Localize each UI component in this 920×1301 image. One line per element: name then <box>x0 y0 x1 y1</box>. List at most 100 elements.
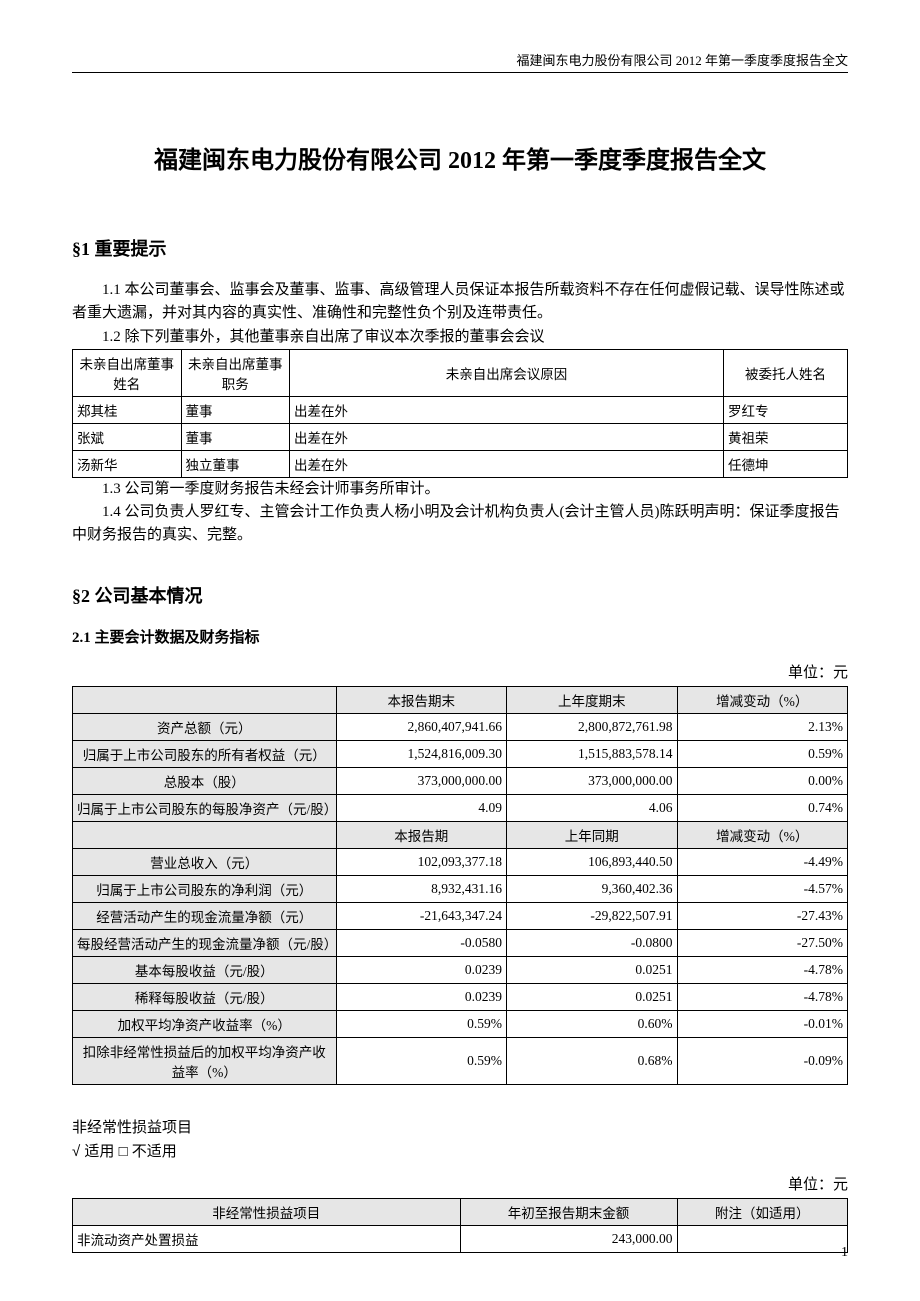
cell-item: 非流动资产处置损益 <box>73 1226 461 1253</box>
cell-value: -0.09% <box>677 1037 848 1084</box>
row-label: 归属于上市公司股东的每股净资产（元/股） <box>73 794 337 821</box>
cell-value: 0.0239 <box>336 956 507 983</box>
cell-value: -0.01% <box>677 1010 848 1037</box>
financial-indicators-table: 本报告期末 上年度期末 增减变动（%） 资产总额（元） 2,860,407,94… <box>72 686 848 1085</box>
non-recurring-title: 非经常性损益项目 <box>72 1117 848 1140</box>
col-note: 附注（如适用） <box>677 1199 848 1226</box>
col-last-year-end: 上年度期末 <box>507 686 678 713</box>
unit-label: 单位：元 <box>72 661 848 682</box>
col-trustee-name: 被委托人姓名 <box>724 349 848 396</box>
cell-trustee: 任德坤 <box>724 450 848 477</box>
row-label: 扣除非经常性损益后的加权平均净资产收益率（%） <box>73 1037 337 1084</box>
row-label: 总股本（股） <box>73 767 337 794</box>
cell-value: 0.68% <box>507 1037 678 1084</box>
cell-value: 2,860,407,941.66 <box>336 713 507 740</box>
row-label: 归属于上市公司股东的净利润（元） <box>73 875 337 902</box>
cell-value: 9,360,402.36 <box>507 875 678 902</box>
table-row: 张斌 董事 出差在外 黄祖荣 <box>73 423 848 450</box>
col-change-pct: 增减变动（%） <box>677 686 848 713</box>
col-this-period: 本报告期 <box>336 821 507 848</box>
cell-value: -4.49% <box>677 848 848 875</box>
directors-absent-table: 未亲自出席董事姓名 未亲自出席董事职务 未亲自出席会议原因 被委托人姓名 郑其桂… <box>72 349 848 478</box>
cell-value: 0.0251 <box>507 983 678 1010</box>
cell-value: -4.78% <box>677 956 848 983</box>
table-row: 经营活动产生的现金流量净额（元） -21,643,347.24 -29,822,… <box>73 902 848 929</box>
cell-role: 董事 <box>181 396 290 423</box>
cell-reason: 出差在外 <box>290 396 724 423</box>
row-label: 稀释每股收益（元/股） <box>73 983 337 1010</box>
cell-value: 1,524,816,009.30 <box>336 740 507 767</box>
table-header-row: 本报告期 上年同期 增减变动（%） <box>73 821 848 848</box>
row-label: 资产总额（元） <box>73 713 337 740</box>
cell-role: 董事 <box>181 423 290 450</box>
cell-value: 4.06 <box>507 794 678 821</box>
section-2-1-heading: 2.1 主要会计数据及财务指标 <box>72 626 848 647</box>
cell-value: 1,515,883,578.14 <box>507 740 678 767</box>
cell-value: 0.59% <box>677 740 848 767</box>
document-page: 福建闽东电力股份有限公司 2012 年第一季度季度报告全文 福建闽东电力股份有限… <box>0 0 920 1301</box>
col-same-period-last-year: 上年同期 <box>507 821 678 848</box>
cell-value: -4.57% <box>677 875 848 902</box>
cell-value: 0.0251 <box>507 956 678 983</box>
para-1-1: 1.1 本公司董事会、监事会及董事、监事、高级管理人员保证本报告所载资料不存在任… <box>72 279 848 326</box>
cell-reason: 出差在外 <box>290 450 724 477</box>
cell-value: 373,000,000.00 <box>507 767 678 794</box>
table-row: 归属于上市公司股东的净利润（元） 8,932,431.16 9,360,402.… <box>73 875 848 902</box>
table-row: 总股本（股） 373,000,000.00 373,000,000.00 0.0… <box>73 767 848 794</box>
running-header: 福建闽东电力股份有限公司 2012 年第一季度季度报告全文 <box>516 50 848 69</box>
cell-value: 2,800,872,761.98 <box>507 713 678 740</box>
cell-value: 0.00% <box>677 767 848 794</box>
para-1-4: 1.4 公司负责人罗红专、主管会计工作负责人杨小明及会计机构负责人(会计主管人员… <box>72 501 848 548</box>
col-blank <box>73 821 337 848</box>
col-director-role: 未亲自出席董事职务 <box>181 349 290 396</box>
cell-role: 独立董事 <box>181 450 290 477</box>
cell-value: 0.74% <box>677 794 848 821</box>
table-header-row: 本报告期末 上年度期末 增减变动（%） <box>73 686 848 713</box>
table-row: 营业总收入（元） 102,093,377.18 106,893,440.50 -… <box>73 848 848 875</box>
cell-name: 张斌 <box>73 423 182 450</box>
table-row: 基本每股收益（元/股） 0.0239 0.0251 -4.78% <box>73 956 848 983</box>
table-row: 汤新华 独立董事 出差在外 任德坤 <box>73 450 848 477</box>
table-row: 归属于上市公司股东的所有者权益（元） 1,524,816,009.30 1,51… <box>73 740 848 767</box>
cell-name: 郑其桂 <box>73 396 182 423</box>
cell-value: 8,932,431.16 <box>336 875 507 902</box>
header-rule <box>72 72 848 73</box>
row-label: 每股经营活动产生的现金流量净额（元/股） <box>73 929 337 956</box>
col-director-name: 未亲自出席董事姓名 <box>73 349 182 396</box>
table-row: 每股经营活动产生的现金流量净额（元/股） -0.0580 -0.0800 -27… <box>73 929 848 956</box>
table-row: 归属于上市公司股东的每股净资产（元/股） 4.09 4.06 0.74% <box>73 794 848 821</box>
cell-value: -21,643,347.24 <box>336 902 507 929</box>
table-header-row: 未亲自出席董事姓名 未亲自出席董事职务 未亲自出席会议原因 被委托人姓名 <box>73 349 848 396</box>
col-item: 非经常性损益项目 <box>73 1199 461 1226</box>
table-row: 资产总额（元） 2,860,407,941.66 2,800,872,761.9… <box>73 713 848 740</box>
row-label: 营业总收入（元） <box>73 848 337 875</box>
cell-value: 0.59% <box>336 1010 507 1037</box>
unit-label: 单位：元 <box>72 1173 848 1194</box>
cell-name: 汤新华 <box>73 450 182 477</box>
table-row: 郑其桂 董事 出差在外 罗红专 <box>73 396 848 423</box>
row-label: 经营活动产生的现金流量净额（元） <box>73 902 337 929</box>
para-1-3: 1.3 公司第一季度财务报告未经会计师事务所审计。 <box>72 478 848 501</box>
cell-value: -0.0800 <box>507 929 678 956</box>
table-row: 稀释每股收益（元/股） 0.0239 0.0251 -4.78% <box>73 983 848 1010</box>
cell-value: 2.13% <box>677 713 848 740</box>
cell-trustee: 罗红专 <box>724 396 848 423</box>
cell-reason: 出差在外 <box>290 423 724 450</box>
table-row: 加权平均净资产收益率（%） 0.59% 0.60% -0.01% <box>73 1010 848 1037</box>
col-absent-reason: 未亲自出席会议原因 <box>290 349 724 396</box>
table-row: 非流动资产处置损益 243,000.00 <box>73 1226 848 1253</box>
cell-value: 102,093,377.18 <box>336 848 507 875</box>
section-1-heading: §1 重要提示 <box>72 235 848 261</box>
page-title: 福建闽东电力股份有限公司 2012 年第一季度季度报告全文 <box>72 140 848 175</box>
row-label: 基本每股收益（元/股） <box>73 956 337 983</box>
col-amount: 年初至报告期末金额 <box>460 1199 677 1226</box>
cell-amount: 243,000.00 <box>460 1226 677 1253</box>
row-label: 归属于上市公司股东的所有者权益（元） <box>73 740 337 767</box>
cell-trustee: 黄祖荣 <box>724 423 848 450</box>
non-recurring-items-table: 非经常性损益项目 年初至报告期末金额 附注（如适用） 非流动资产处置损益 243… <box>72 1198 848 1253</box>
cell-value: -4.78% <box>677 983 848 1010</box>
cell-value: 0.60% <box>507 1010 678 1037</box>
cell-value: 106,893,440.50 <box>507 848 678 875</box>
page-number: 1 <box>841 1245 848 1261</box>
applicable-checkbox-line: √ 适用 □ 不适用 <box>72 1140 848 1163</box>
